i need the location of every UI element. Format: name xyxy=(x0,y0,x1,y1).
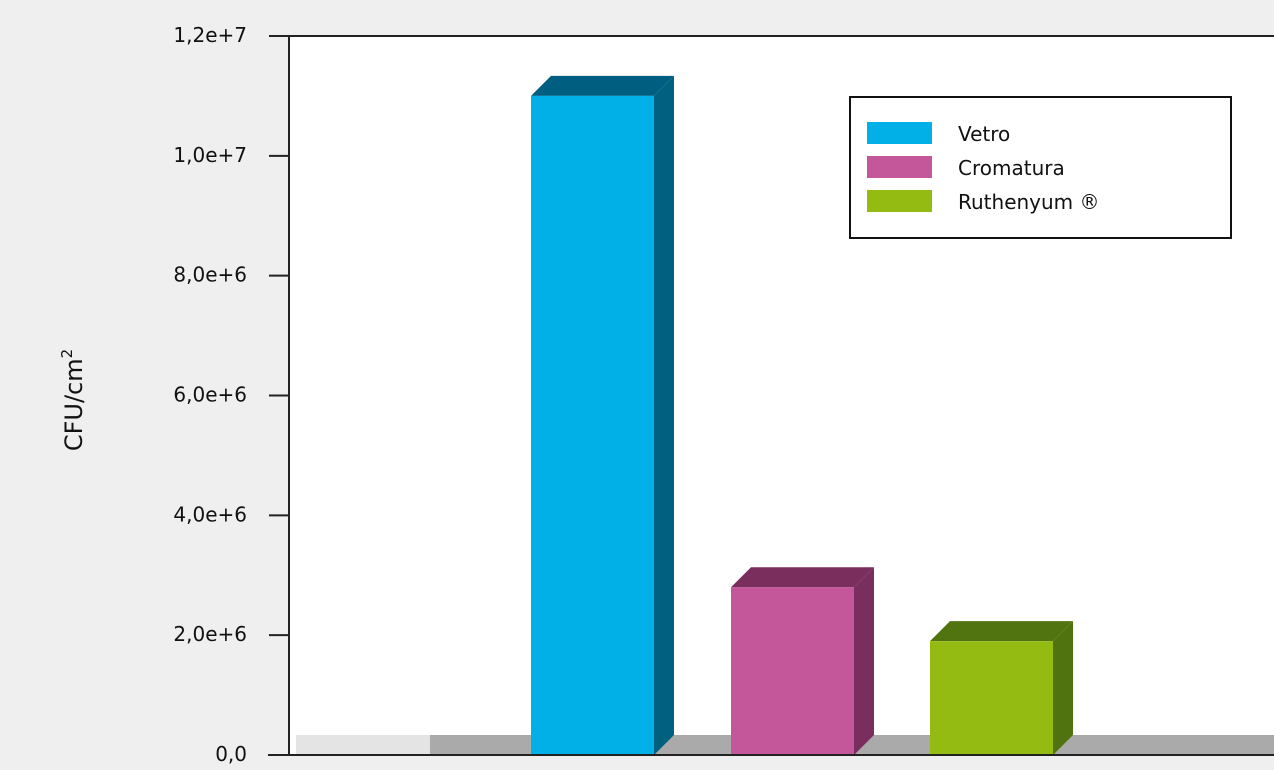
legend-label: Vetro xyxy=(958,122,1010,146)
y-tick-label: 1,0e+7 xyxy=(173,143,247,167)
legend-label: Cromatura xyxy=(958,156,1065,180)
legend-swatch xyxy=(867,190,932,212)
legend-swatch xyxy=(867,122,932,144)
bar-top-face xyxy=(731,567,874,588)
y-axis: 0,0 2,0e+6 4,0e+6 6,0e+6 8,0e+6 1,0e+7 1,2e+7 xyxy=(173,23,1274,766)
y-axis-label-text: CFU/cm xyxy=(60,358,88,451)
bar-top-face xyxy=(930,621,1073,642)
y-axis-label: CFU/cm2 xyxy=(58,349,88,451)
bar xyxy=(531,95,654,755)
bar-group-0 xyxy=(531,75,674,755)
y-axis-label-superscript: 2 xyxy=(58,349,76,359)
bar-top-face xyxy=(531,75,674,96)
bar-side-face xyxy=(854,567,874,755)
legend: Vetro Cromatura Ruthenyum ® xyxy=(849,96,1232,239)
legend-swatch xyxy=(867,156,932,178)
bar xyxy=(930,641,1053,755)
y-tick-label: 4,0e+6 xyxy=(173,502,247,526)
floor-light-segment xyxy=(296,735,430,755)
y-tick-label: 8,0e+6 xyxy=(173,263,247,287)
y-tick-label: 0,0 xyxy=(215,742,247,766)
bar-group-1 xyxy=(731,567,874,755)
legend-label: Ruthenyum ® xyxy=(958,190,1100,214)
y-tick-label: 1,2e+7 xyxy=(173,23,247,47)
y-tick-label: 6,0e+6 xyxy=(173,383,247,407)
bar-side-face xyxy=(1053,621,1073,755)
bars xyxy=(531,75,1073,755)
y-tick-label: 2,0e+6 xyxy=(173,622,247,646)
bar-group-2 xyxy=(930,621,1073,755)
bar-side-face xyxy=(654,75,674,755)
bar xyxy=(731,587,854,755)
